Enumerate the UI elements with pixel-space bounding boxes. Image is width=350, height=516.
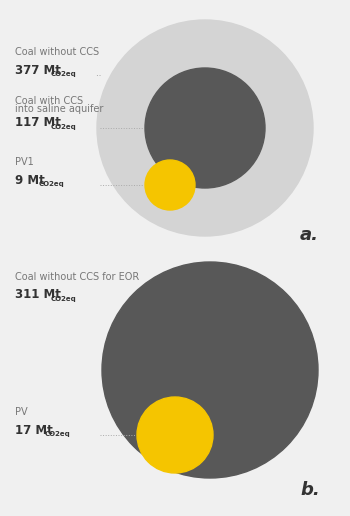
Circle shape xyxy=(102,262,318,478)
Text: Coal with CCS: Coal with CCS xyxy=(15,95,83,105)
Text: CO2eq: CO2eq xyxy=(51,296,77,302)
Text: PV: PV xyxy=(15,407,28,417)
Text: CO2eq: CO2eq xyxy=(39,181,65,187)
Circle shape xyxy=(145,160,195,210)
Text: 377 Mt: 377 Mt xyxy=(15,63,61,76)
Text: 311 Mt: 311 Mt xyxy=(15,288,61,301)
Text: PV1: PV1 xyxy=(15,157,34,167)
Circle shape xyxy=(137,397,213,473)
Text: Coal without CCS for EOR: Coal without CCS for EOR xyxy=(15,272,139,282)
Text: 17 Mt: 17 Mt xyxy=(15,424,53,437)
Text: into saline aquifer: into saline aquifer xyxy=(15,105,103,115)
Circle shape xyxy=(145,68,265,188)
Text: b.: b. xyxy=(300,481,320,499)
Circle shape xyxy=(97,20,313,236)
Text: 117 Mt: 117 Mt xyxy=(15,117,61,130)
Text: a.: a. xyxy=(300,226,319,244)
Text: CO2eq: CO2eq xyxy=(51,124,77,130)
Text: CO2eq: CO2eq xyxy=(45,431,71,437)
Text: Coal without CCS: Coal without CCS xyxy=(15,47,99,57)
Text: 9 Mt: 9 Mt xyxy=(15,173,45,186)
Text: CO2eq: CO2eq xyxy=(51,71,77,77)
